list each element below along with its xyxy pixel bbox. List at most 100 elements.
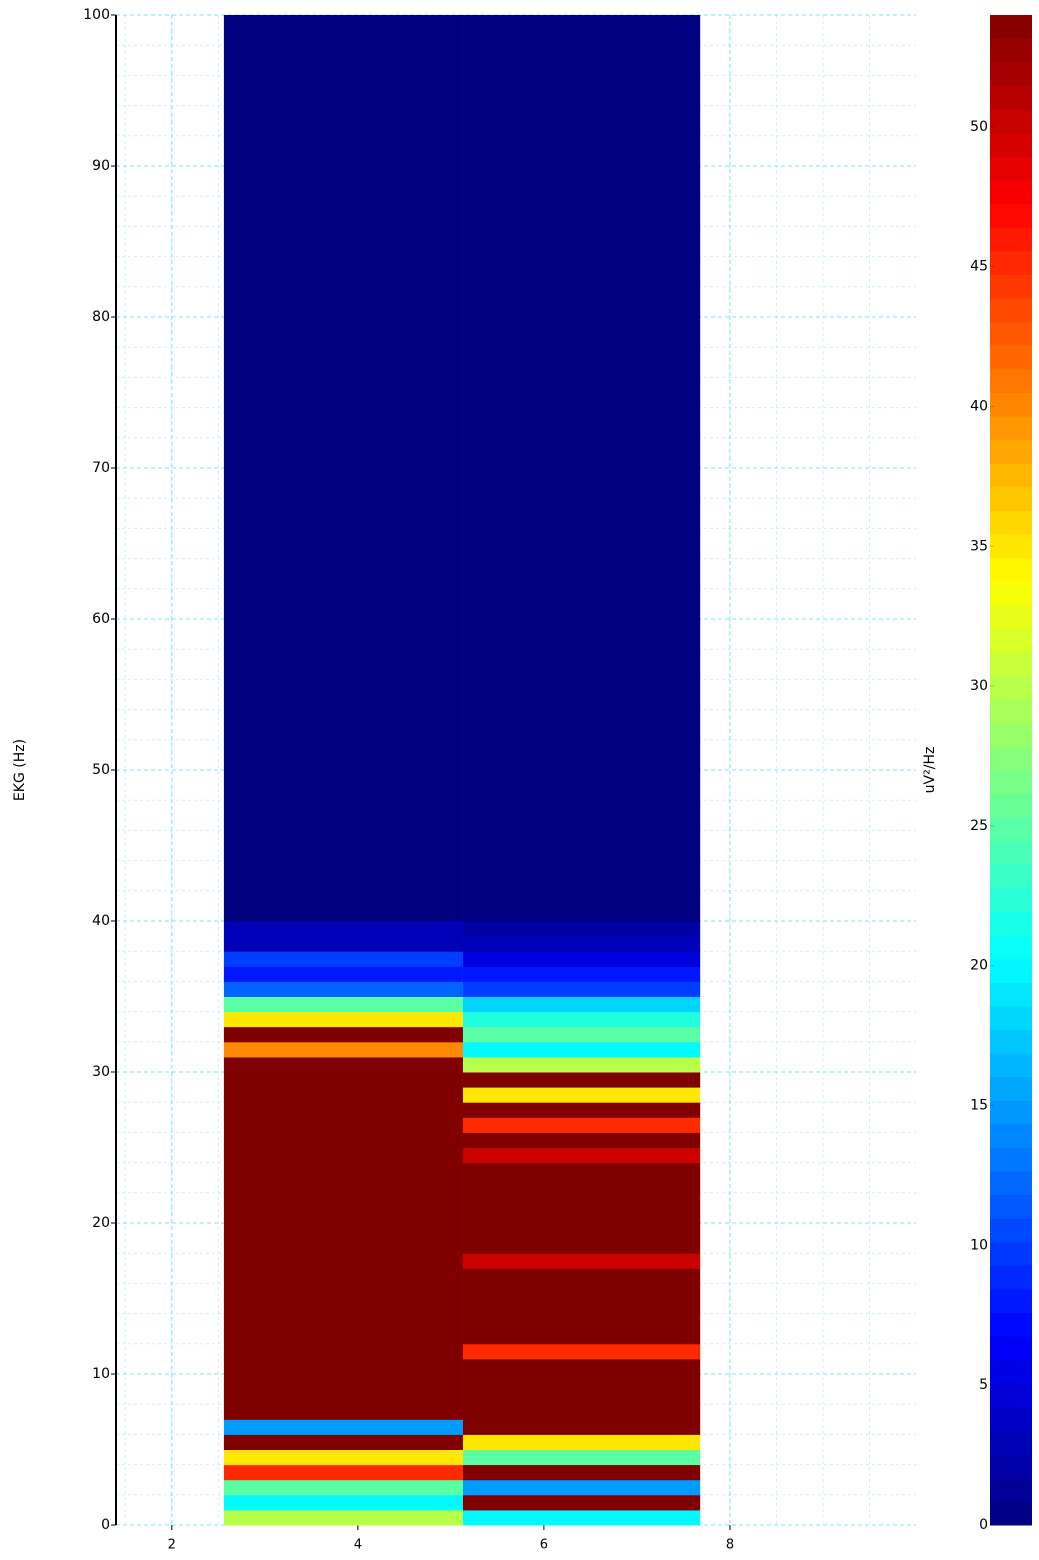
heatmap-cell [223, 1313, 463, 1330]
colorbar-step [990, 1029, 1032, 1054]
heatmap-cell [223, 1253, 463, 1269]
colorbar-step [990, 1241, 1032, 1266]
colorbar-step [990, 1265, 1032, 1290]
heatmap-cell [223, 1117, 463, 1133]
heatmap-cell [223, 1177, 463, 1194]
heatmap-cell [462, 1283, 701, 1299]
colorbar-step [990, 1312, 1032, 1337]
colorbar-step [990, 1454, 1032, 1479]
heatmap-cell [462, 1087, 701, 1103]
heatmap-cell [223, 996, 463, 1013]
x-tick-label: 8 [726, 1538, 734, 1553]
colorbar-step [990, 675, 1032, 700]
heatmap-cell [223, 1404, 463, 1420]
heatmap-cell [462, 1238, 701, 1254]
heatmap-cell [223, 1283, 463, 1299]
colorbar-label: uV²/Hz [922, 747, 938, 794]
heatmap-cell [223, 936, 463, 952]
heatmap-cell [223, 981, 463, 997]
heatmap-cell [462, 1072, 701, 1088]
colorbar-step [990, 250, 1032, 276]
heatmap-cell [462, 1328, 701, 1345]
heatmap-cell [462, 1434, 701, 1450]
colorbar-tick-label: 15 [970, 1098, 988, 1114]
x-tick-label: 4 [354, 1538, 362, 1553]
y-tick-label: 50 [92, 762, 110, 778]
colorbar-step [990, 227, 1032, 252]
colorbar-step [990, 62, 1032, 87]
colorbar-step [990, 368, 1032, 393]
heatmap-cell [223, 1298, 463, 1315]
colorbar-step [990, 439, 1032, 464]
colorbar-step [990, 15, 1032, 40]
heatmap-cell [223, 1026, 463, 1043]
colorbar-step [990, 274, 1032, 299]
colorbar-step [990, 1501, 1032, 1526]
heatmap-cell [462, 15, 701, 922]
colorbar-step [990, 1123, 1032, 1148]
colorbar-tick-label: 35 [970, 538, 988, 554]
colorbar-step [990, 1005, 1032, 1031]
heatmap-cell [462, 1509, 701, 1526]
y-tick-label: 100 [83, 7, 110, 23]
heatmap-cell [462, 1223, 701, 1239]
colorbar-tick-label: 25 [970, 818, 988, 834]
colorbar-step [990, 132, 1032, 158]
colorbar-step [990, 604, 1032, 629]
heatmap-cell [223, 1147, 463, 1164]
heatmap-cell [223, 1509, 463, 1526]
y-tick-label: 40 [92, 913, 110, 929]
colorbar-step [990, 463, 1032, 488]
heatmap-cell [462, 1011, 701, 1028]
y-tick-label: 70 [92, 460, 110, 476]
colorbar-step [990, 982, 1032, 1007]
colorbar-tick-label: 40 [970, 398, 988, 414]
heatmap-cell [223, 1162, 463, 1179]
heatmap-cell [462, 1041, 701, 1058]
heatmap-cell [223, 1072, 463, 1088]
heatmap-cell [462, 1192, 701, 1209]
y-axis-label: EKG (Hz) [12, 739, 28, 801]
heatmap-cell [462, 1449, 701, 1466]
colorbar-step [990, 38, 1032, 63]
colorbar-step [990, 628, 1032, 653]
y-tick-label: 0 [101, 1517, 110, 1533]
heatmap-cell [223, 1328, 463, 1345]
heatmap-cell [223, 1223, 463, 1239]
colorbar-step [990, 156, 1032, 181]
colorbar-step [990, 1289, 1032, 1314]
heatmap-cell [223, 1132, 463, 1148]
heatmap-cell [462, 921, 701, 937]
heatmap-cell [462, 936, 701, 952]
heatmap-cell [462, 1313, 701, 1330]
colorbar-step [990, 1218, 1032, 1243]
colorbar-step [990, 1171, 1032, 1196]
heatmap-cell [462, 1207, 701, 1224]
colorbar-step [990, 1430, 1032, 1455]
heatmap-cell [223, 1268, 463, 1284]
heatmap-cell [223, 1389, 463, 1405]
colorbar-tick-label: 50 [970, 119, 988, 135]
colorbar-step [990, 1336, 1032, 1361]
colorbar-step [990, 722, 1032, 747]
heatmap-cell [462, 1253, 701, 1269]
colorbar-step [990, 510, 1032, 535]
heatmap-cell [462, 1026, 701, 1043]
colorbar-tick-label: 30 [970, 678, 988, 694]
heatmap-cell [462, 1268, 701, 1284]
heatmap-cell [223, 1207, 463, 1224]
x-tick-label: 6 [540, 1538, 548, 1553]
heatmap-cell [462, 1147, 701, 1164]
heatmap-cell [223, 15, 463, 922]
colorbar-step [990, 699, 1032, 724]
colorbar-step [990, 652, 1032, 677]
y-tick-label: 30 [92, 1064, 110, 1080]
colorbar-step [990, 1407, 1032, 1432]
heatmap-cell [462, 1494, 701, 1511]
colorbar-step [990, 321, 1032, 346]
colorbar-step [990, 746, 1032, 771]
heatmap-cell [223, 1041, 463, 1058]
heatmap-cell [462, 1056, 701, 1073]
colorbar-step [990, 935, 1032, 960]
